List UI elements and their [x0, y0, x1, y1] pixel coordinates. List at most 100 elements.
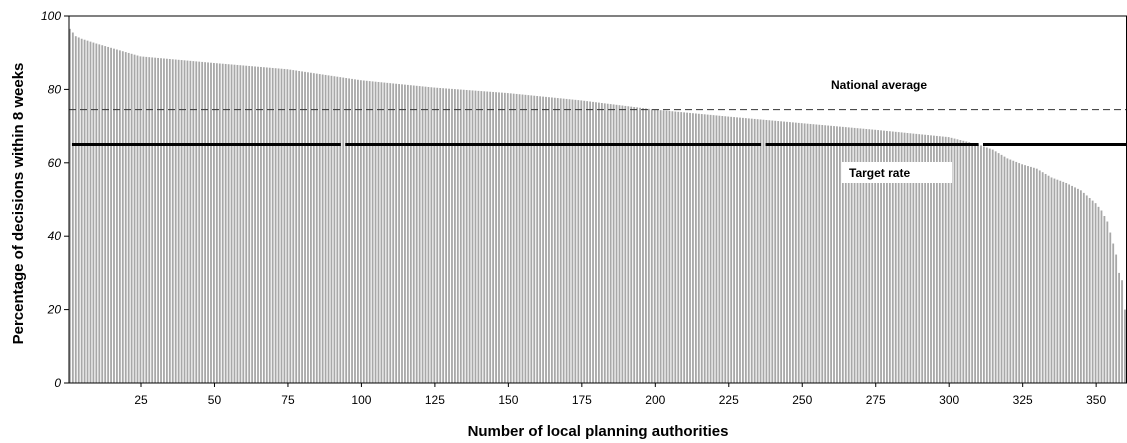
bar — [856, 128, 859, 383]
bar — [653, 109, 656, 383]
bar — [545, 96, 547, 383]
bar — [118, 50, 121, 383]
bar — [633, 107, 636, 384]
bar — [192, 61, 195, 383]
bar — [69, 28, 71, 383]
bar — [527, 95, 530, 383]
bar — [351, 78, 353, 384]
bar — [844, 127, 847, 383]
bar — [821, 125, 824, 383]
bar — [941, 136, 944, 383]
bar — [107, 46, 110, 383]
bar — [806, 123, 809, 383]
bar — [697, 113, 700, 384]
bar — [371, 81, 374, 384]
bar — [415, 85, 418, 384]
bar — [368, 81, 371, 384]
bar — [377, 81, 380, 384]
bar — [1009, 159, 1012, 383]
bar — [612, 104, 615, 383]
bar — [824, 125, 827, 383]
bar — [915, 133, 918, 383]
bar — [448, 88, 450, 384]
bar — [163, 58, 165, 383]
bar — [1071, 185, 1073, 383]
bar — [1041, 172, 1044, 383]
bar — [803, 123, 806, 384]
bar — [639, 107, 641, 383]
bar — [589, 101, 591, 383]
bar — [121, 51, 124, 383]
bar — [715, 115, 718, 383]
bar — [480, 91, 483, 383]
bar — [1003, 156, 1006, 383]
bar — [80, 38, 83, 383]
x-tick-label: 125 — [425, 393, 445, 407]
bar — [260, 66, 262, 383]
bar — [1021, 164, 1024, 383]
bar — [301, 71, 303, 384]
bar — [218, 63, 221, 383]
bar — [307, 72, 309, 384]
bar — [962, 140, 965, 383]
bar — [295, 70, 298, 383]
bar — [92, 42, 95, 383]
bar — [113, 48, 115, 383]
bar — [327, 75, 330, 383]
bar — [959, 140, 962, 383]
bar — [348, 78, 351, 384]
bar — [1006, 158, 1009, 383]
bar — [101, 45, 104, 384]
bar — [559, 98, 562, 383]
bar — [174, 59, 177, 383]
bar — [536, 96, 539, 383]
bar — [104, 46, 107, 384]
bar — [827, 125, 830, 383]
bar — [154, 57, 157, 383]
bar — [224, 63, 227, 383]
bar — [530, 95, 533, 384]
bar — [1100, 210, 1103, 383]
bar — [968, 142, 971, 383]
bar — [421, 86, 424, 383]
bar — [151, 57, 154, 384]
bar — [1112, 243, 1115, 383]
bar — [965, 141, 968, 383]
bar — [492, 91, 495, 383]
x-tick-label: 225 — [719, 393, 739, 407]
bar — [724, 116, 727, 383]
bar — [503, 92, 506, 383]
bar — [891, 131, 894, 383]
bar — [1079, 190, 1082, 383]
bar — [298, 70, 301, 383]
bar — [847, 127, 850, 383]
national-average-label: National average — [831, 78, 927, 92]
bar — [468, 90, 471, 384]
bar — [342, 77, 345, 383]
bar — [124, 52, 127, 384]
bar — [389, 83, 392, 383]
bar — [304, 71, 306, 384]
bar — [580, 100, 583, 383]
bar — [1124, 309, 1126, 383]
bar — [509, 93, 512, 384]
bar — [609, 104, 612, 383]
bar — [897, 132, 900, 383]
bar — [689, 112, 691, 384]
bar — [512, 93, 515, 383]
bar — [210, 62, 212, 384]
bar — [880, 130, 882, 383]
bar — [971, 142, 974, 383]
bar — [1044, 173, 1047, 383]
bar — [865, 128, 868, 383]
bar — [289, 69, 292, 383]
bar — [268, 67, 271, 383]
bar — [830, 125, 832, 383]
bar — [556, 98, 559, 383]
bar — [439, 88, 442, 383]
bar — [706, 114, 709, 384]
bar — [627, 106, 630, 383]
bar — [647, 108, 650, 383]
bar — [386, 82, 389, 384]
